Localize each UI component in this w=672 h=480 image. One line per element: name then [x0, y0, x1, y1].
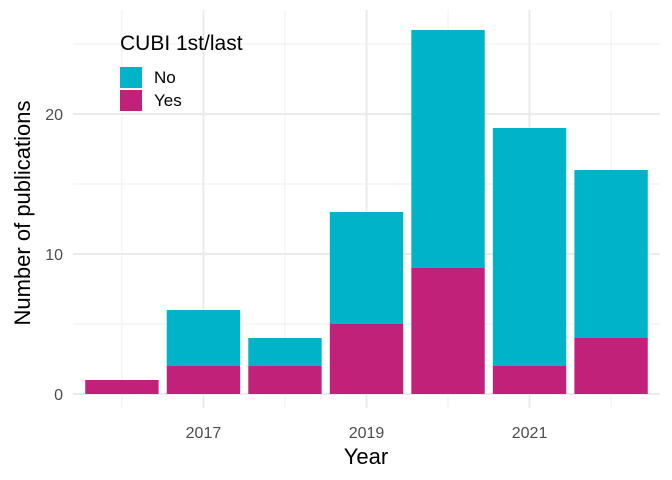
- legend-title: CUBI 1st/last: [120, 32, 243, 55]
- bar-yes-2021: [492, 366, 567, 394]
- bar-no-2021: [492, 128, 567, 366]
- legend-swatch-yes: [120, 90, 142, 111]
- x-axis-ticks: 2017 2019 2021: [186, 425, 548, 442]
- bar-no-2019: [329, 212, 404, 324]
- legend: CUBI 1st/last No Yes: [120, 32, 243, 111]
- bar-yes-2016: [85, 380, 159, 394]
- bar-no-2022: [574, 170, 648, 338]
- bar-yes-2017: [166, 366, 241, 394]
- bar-no-2018: [248, 338, 322, 366]
- bar-yes-2020: [411, 268, 485, 394]
- bars: [85, 30, 648, 394]
- y-axis-ticks: 0 10 20: [45, 107, 63, 404]
- legend-label-no: No: [154, 68, 176, 87]
- y-axis-title: Number of publications: [10, 100, 35, 325]
- x-tick-label: 2021: [512, 425, 548, 442]
- legend-items: No Yes: [120, 67, 182, 111]
- legend-label-yes: Yes: [154, 91, 182, 110]
- y-tick-label: 0: [54, 387, 63, 404]
- bar-yes-2018: [248, 366, 322, 394]
- x-tick-label: 2019: [349, 425, 385, 442]
- bar-yes-2019: [329, 324, 404, 394]
- y-tick-label: 20: [45, 107, 63, 124]
- bar-no-2017: [166, 310, 241, 366]
- bar-no-2020: [411, 30, 485, 268]
- x-axis-title: Year: [344, 444, 388, 469]
- bar-yes-2022: [574, 338, 648, 394]
- y-tick-label: 10: [45, 247, 63, 264]
- x-tick-label: 2017: [186, 425, 222, 442]
- legend-swatch-no: [120, 67, 142, 88]
